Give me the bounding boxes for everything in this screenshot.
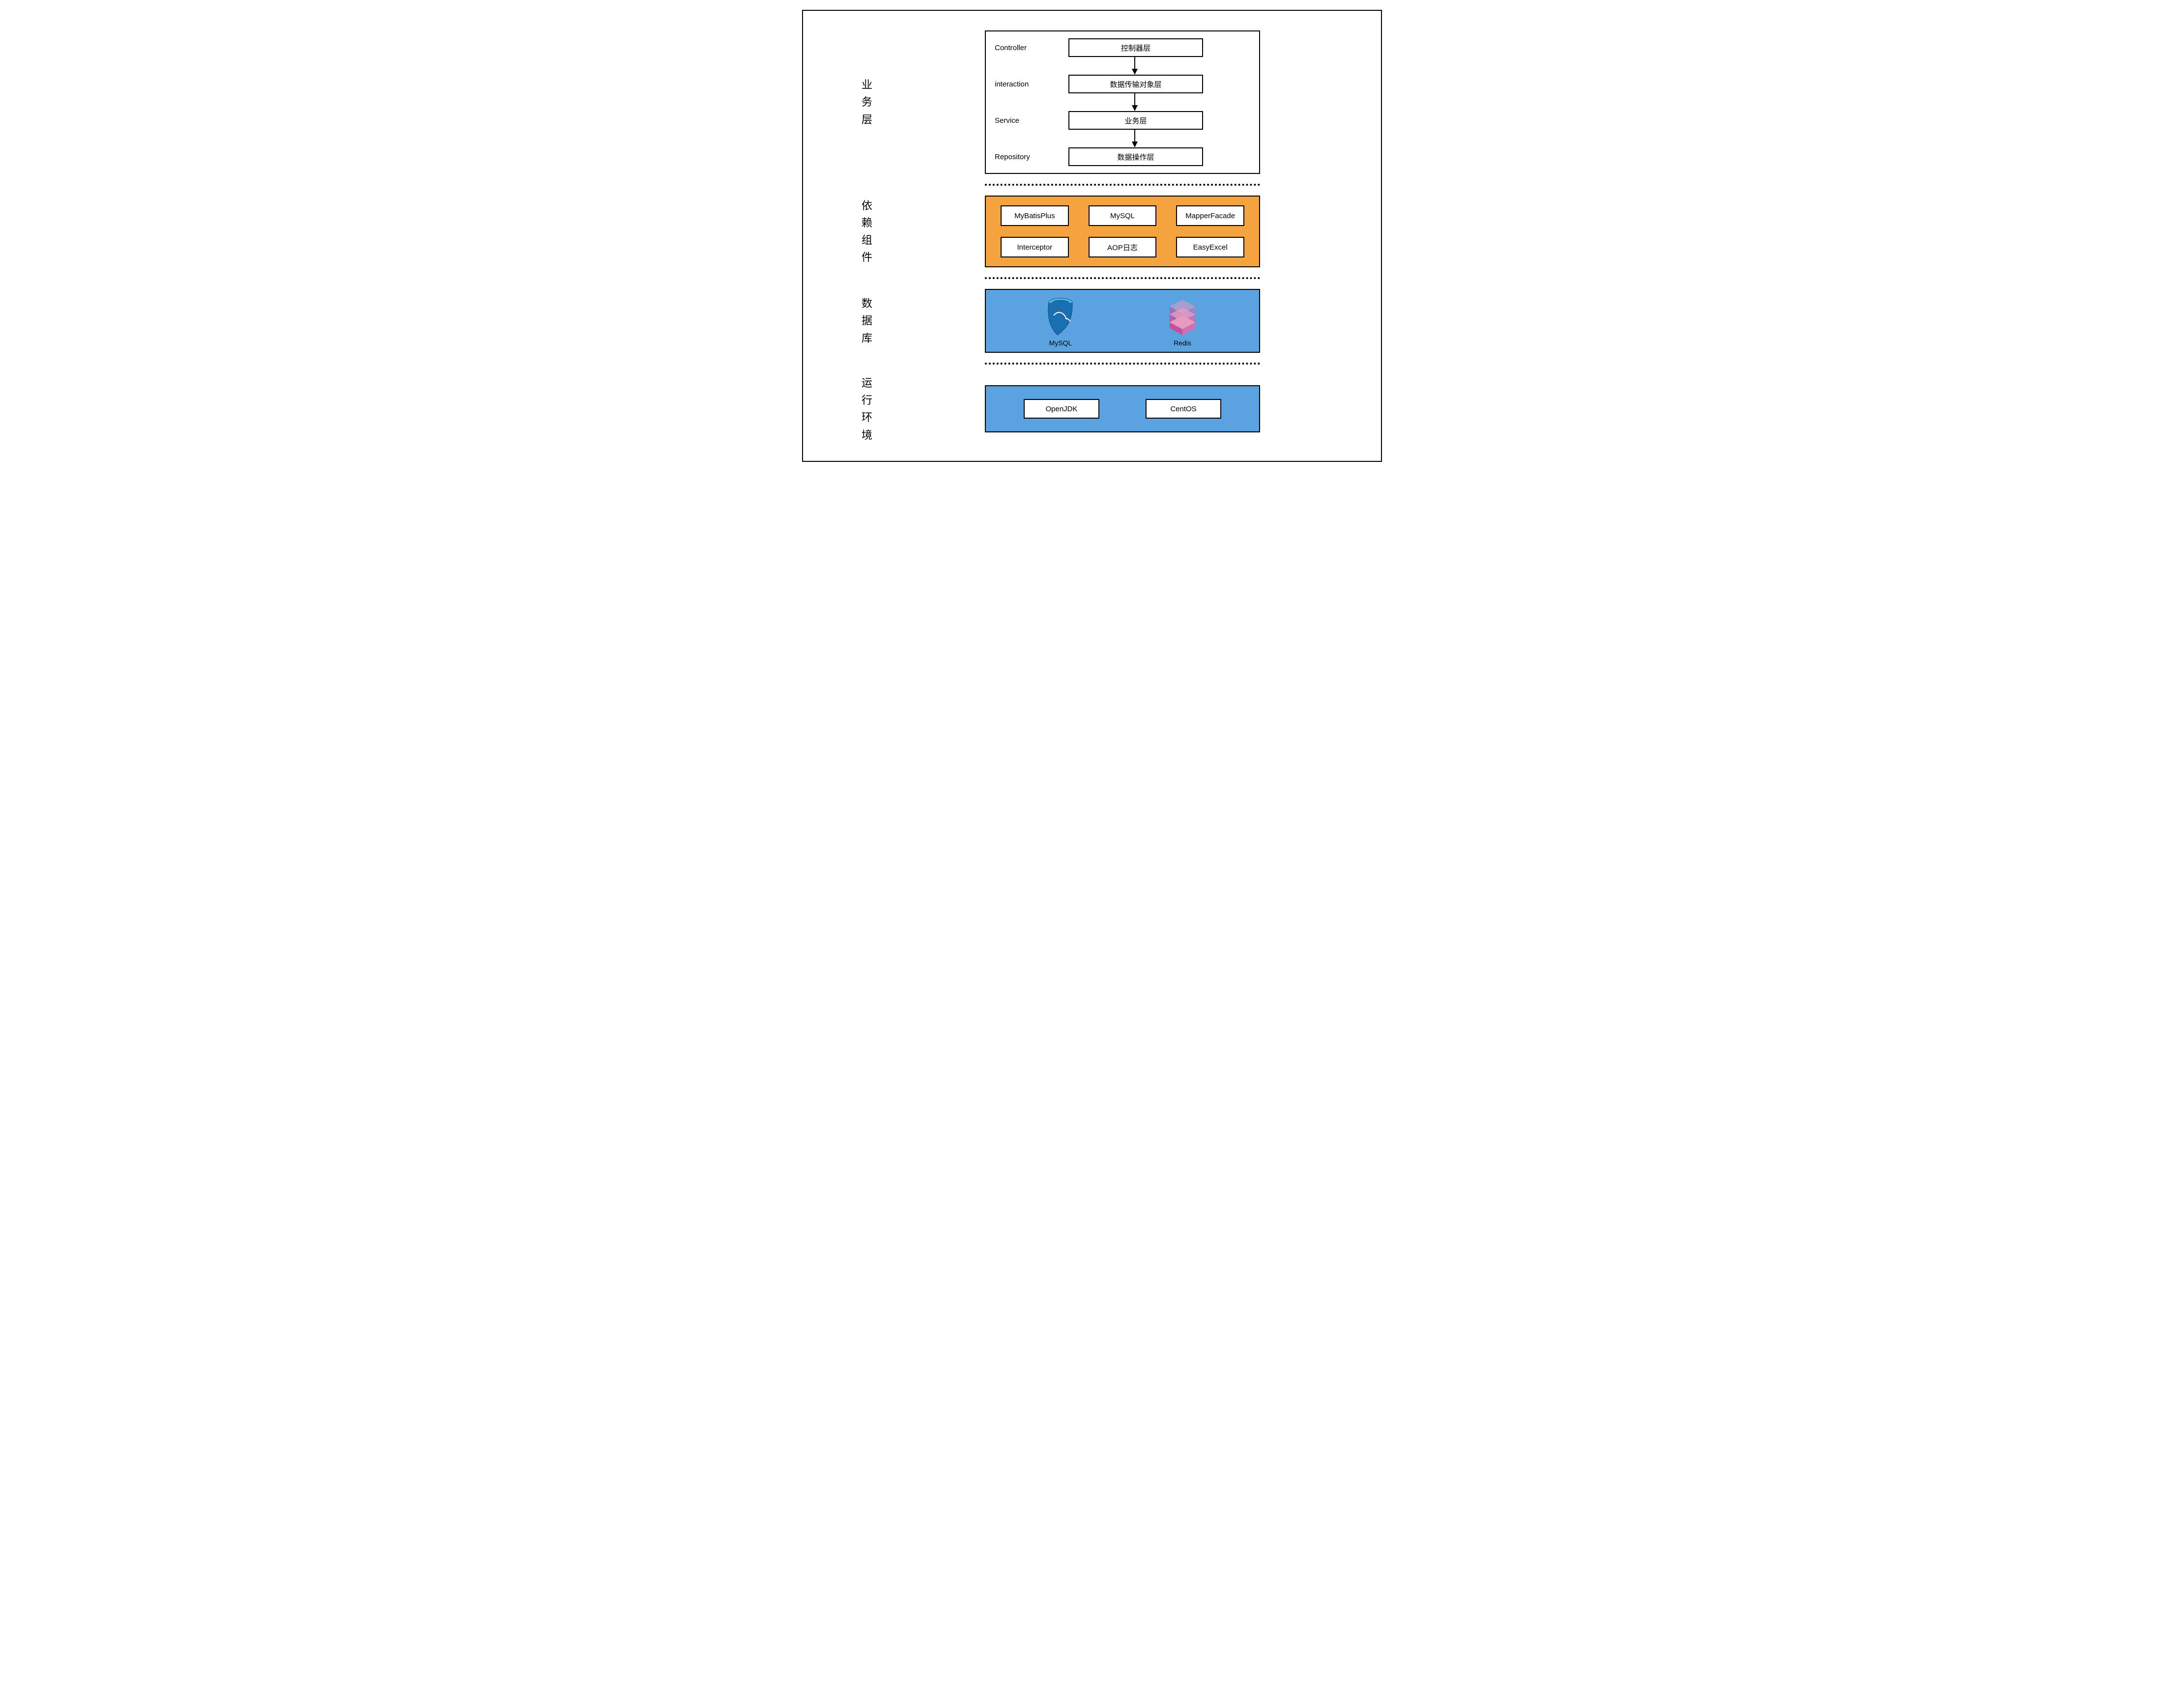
- dependency-box: AOP日志: [1089, 237, 1157, 257]
- section-runtime: 运 行 环 境 OpenJDK CentOS: [818, 374, 1366, 444]
- database-item-label: MySQL: [1049, 339, 1072, 347]
- section-dependencies: 依 赖 组 件 MyBatisPlus MySQL MapperFacade I…: [818, 196, 1366, 267]
- arrow-down-icon: [1130, 57, 1140, 75]
- runtime-panel: OpenJDK CentOS: [985, 385, 1260, 432]
- database-item: MySQL: [1043, 297, 1078, 347]
- separator: [985, 180, 1260, 190]
- business-row-box: 数据操作层: [1068, 147, 1203, 166]
- diagram-frame: 业 务 层 Controller 控制器层 interaction 数据传输对象…: [802, 10, 1382, 462]
- business-arrow: [1068, 93, 1201, 111]
- business-row-left: interaction: [995, 80, 1068, 88]
- section-runtime-title: 运 行 环 境: [818, 374, 916, 444]
- title-char: 依: [818, 197, 916, 214]
- dependency-box: EasyExcel: [1176, 237, 1244, 257]
- title-char: 组: [818, 231, 916, 249]
- title-char: 库: [818, 330, 916, 347]
- separator: [985, 273, 1260, 283]
- mysql-icon: [1043, 297, 1078, 336]
- business-row: Service 业务层: [995, 111, 1250, 130]
- database-item-label: Redis: [1174, 339, 1191, 347]
- title-char: 业: [818, 76, 916, 93]
- section-business-title: 业 务 层: [818, 76, 916, 128]
- section-database-title: 数 据 库: [818, 295, 916, 347]
- database-panel: MySQL: [985, 289, 1260, 353]
- runtime-box: CentOS: [1146, 399, 1221, 419]
- redis-icon: [1163, 297, 1202, 336]
- business-row: Controller 控制器层: [995, 38, 1250, 57]
- business-row: Repository 数据操作层: [995, 147, 1250, 166]
- separator: [985, 359, 1260, 369]
- title-char: 数: [818, 295, 916, 312]
- title-char: 赖: [818, 214, 916, 231]
- business-row-box: 业务层: [1068, 111, 1203, 130]
- title-char: 环: [818, 409, 916, 426]
- dependencies-panel: MyBatisPlus MySQL MapperFacade Intercept…: [985, 196, 1260, 267]
- runtime-box: OpenJDK: [1024, 399, 1099, 419]
- title-char: 运: [818, 374, 916, 392]
- dependency-box: MyBatisPlus: [1001, 205, 1069, 226]
- title-char: 层: [818, 111, 916, 128]
- title-char: 件: [818, 249, 916, 266]
- title-char: 境: [818, 426, 916, 444]
- business-arrow: [1068, 130, 1201, 147]
- business-row-left: Repository: [995, 153, 1068, 161]
- title-char: 据: [818, 312, 916, 329]
- section-database: 数 据 库 MySQL: [818, 289, 1366, 353]
- business-arrow: [1068, 57, 1201, 75]
- business-panel: Controller 控制器层 interaction 数据传输对象层: [985, 30, 1260, 174]
- business-row: interaction 数据传输对象层: [995, 75, 1250, 93]
- dependency-box: Interceptor: [1001, 237, 1069, 257]
- arrow-down-icon: [1130, 130, 1140, 147]
- title-char: 务: [818, 93, 916, 111]
- business-row-left: Service: [995, 116, 1068, 125]
- database-item: Redis: [1163, 297, 1202, 347]
- dependency-box: MySQL: [1089, 205, 1157, 226]
- business-row-left: Controller: [995, 44, 1068, 52]
- section-business: 业 务 层 Controller 控制器层 interaction 数据传输对象…: [818, 30, 1366, 174]
- business-row-box: 控制器层: [1068, 38, 1203, 57]
- arrow-down-icon: [1130, 93, 1140, 111]
- dependency-box: MapperFacade: [1176, 205, 1244, 226]
- business-row-box: 数据传输对象层: [1068, 75, 1203, 93]
- title-char: 行: [818, 392, 916, 409]
- section-dependencies-title: 依 赖 组 件: [818, 197, 916, 266]
